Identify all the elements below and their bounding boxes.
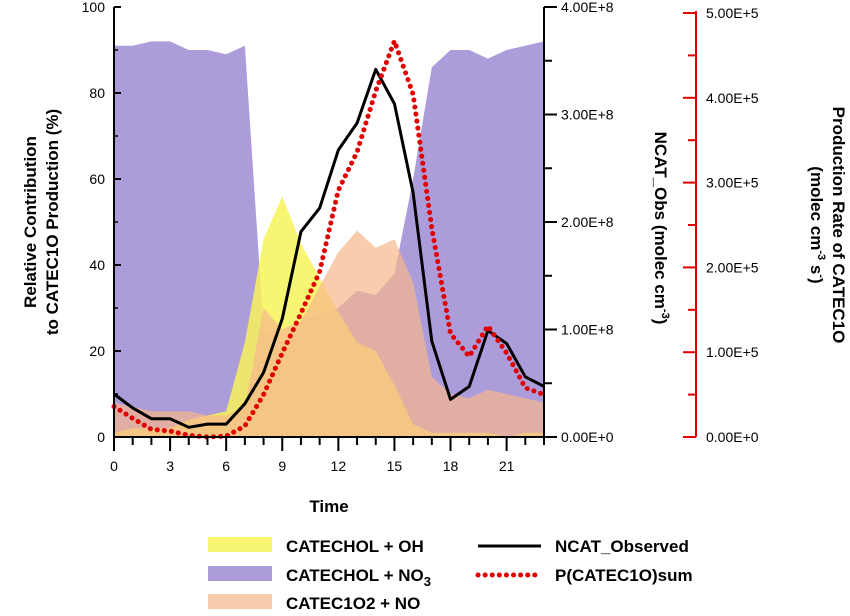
legend-label-text: CATECHOL + OH <box>286 537 424 556</box>
legend-label-text: CATEC1O2 + NO <box>286 594 420 613</box>
line-p-catec1o-sum <box>111 33 547 440</box>
x-tick-label: 21 <box>499 458 515 474</box>
right-axis-title-line2b: s <box>807 260 826 274</box>
right-axis-title-sup1: -3 <box>815 250 827 260</box>
right-tick-label: 0.00E+0 <box>706 429 759 445</box>
mid-axis-title-sup: -3 <box>659 309 671 319</box>
left-axis-title-line2: to CATEC1O Production (%) <box>43 109 62 335</box>
right-tick-label: 5.00E+5 <box>706 5 759 21</box>
legend-label-ncat-observed: NCAT_Observed <box>555 537 689 556</box>
right-axis-title-line1: Production Rate of CATEC1O <box>829 107 848 344</box>
x-tick-label: 0 <box>110 458 118 474</box>
legend-label-catec1o2-no: CATEC1O2 + NO <box>286 594 420 613</box>
right-axis-title-line2a: (molec cm <box>807 166 826 250</box>
x-tick-label: 12 <box>331 458 347 474</box>
left-axis-title-line1: Relative Contribution <box>21 136 40 308</box>
left-tick-label: 60 <box>89 171 105 187</box>
x-tick-label: 9 <box>278 458 286 474</box>
x-axis-title: Time <box>309 497 348 516</box>
legend-label-catechol-oh: CATECHOL + OH <box>286 537 424 556</box>
x-tick-label: 6 <box>222 458 230 474</box>
left-axis-title: Relative Contribution to CATEC1O Producti… <box>21 109 62 335</box>
left-tick-label: 20 <box>89 343 105 359</box>
legend-swatch-catechol-oh <box>208 537 272 552</box>
left-tick-label: 0 <box>97 429 105 445</box>
right-tick-label: 3.00E+5 <box>706 175 759 191</box>
right-tick-label: 2.00E+5 <box>706 259 759 275</box>
legend-label-sub: 3 <box>424 574 431 589</box>
legend-swatch-catec1o2-no <box>208 594 272 609</box>
area-catechol-no3 <box>114 41 544 438</box>
right-axis-title-line2c: ) <box>807 278 826 284</box>
mid-tick-label: 3.00E+8 <box>561 107 614 123</box>
area-catec1o2-no <box>114 230 544 437</box>
legend-swatch-catechol-no3 <box>208 566 272 581</box>
mid-tick-label: 4.00E+8 <box>561 0 614 15</box>
left-tick-label: 100 <box>82 0 106 15</box>
mid-axis-title-text: NCAT_Obs (molec cm <box>651 132 670 309</box>
legend-label-text: CATECHOL + NO <box>286 566 424 585</box>
plot-area <box>111 33 547 440</box>
right-tick-label: 4.00E+5 <box>706 90 759 106</box>
right-tick-label: 1.00E+5 <box>706 344 759 360</box>
legend: CATECHOL + OH CATECHOL + NO3 CATEC1O2 + NO… <box>208 537 693 613</box>
x-tick-label: 3 <box>166 458 174 474</box>
x-tick-label: 15 <box>387 458 403 474</box>
legend-label-catechol-no3: CATECHOL + NO3 <box>286 566 431 589</box>
x-tick-label: 18 <box>443 458 459 474</box>
mid-tick-label: 0.00E+0 <box>561 429 614 445</box>
mid-axis-title: NCAT_Obs (molec cm-3) <box>651 132 671 325</box>
line-ncat-observed <box>113 67 545 429</box>
left-tick-label: 80 <box>89 85 105 101</box>
mid-tick-label: 2.00E+8 <box>561 214 614 230</box>
mid-tick-label: 1.00E+8 <box>561 322 614 338</box>
axes: 0 20 40 60 80 100 0 3 6 9 12 15 18 21 0.00E+0 1.00E+8 2.… <box>21 0 848 516</box>
right-axis-title: Production Rate of CATEC1O(molec cm-3 s-… <box>807 107 848 344</box>
legend-label-p-catec1o-sum: P(CATEC1O)sum <box>555 566 693 585</box>
mid-axis-title-end: ) <box>651 319 670 325</box>
left-tick-label: 40 <box>89 257 105 273</box>
right-axis-title-sup2: - <box>815 274 827 278</box>
